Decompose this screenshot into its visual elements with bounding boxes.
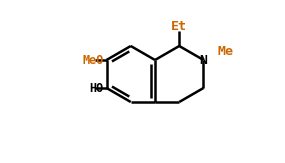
Text: MeO: MeO bbox=[82, 53, 103, 67]
Text: Me: Me bbox=[217, 44, 233, 58]
Text: HO: HO bbox=[89, 82, 103, 95]
Text: Et: Et bbox=[171, 20, 187, 33]
Text: N: N bbox=[200, 53, 207, 67]
